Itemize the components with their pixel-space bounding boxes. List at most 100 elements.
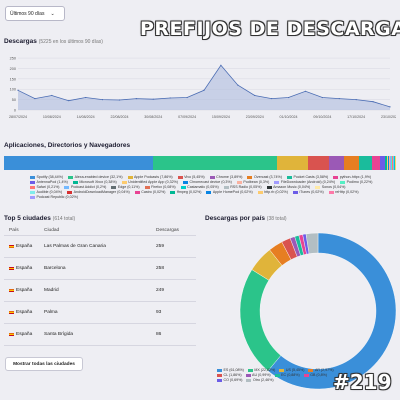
data-point[interactable] — [321, 96, 323, 99]
apps-legend: Spotify (38,44%) Alexa-enabled device (32… — [30, 175, 375, 199]
header-city[interactable]: Ciudad — [44, 228, 60, 233]
bar-segment[interactable] — [386, 156, 388, 170]
legend-item[interactable]: ffmpeg (0,02%) — [170, 190, 201, 194]
data-point[interactable] — [220, 64, 222, 66]
legend-item[interactable]: ES (61,08%) — [217, 368, 244, 372]
bar-segment[interactable] — [392, 156, 393, 170]
bar-segment[interactable] — [307, 156, 330, 170]
legend-item[interactable]: GB (0,8%) — [303, 373, 327, 377]
bar-segment[interactable] — [390, 156, 392, 170]
legend-item[interactable]: Castro (0,02%) — [134, 190, 165, 194]
legend-item[interactable]: Podcast Addict (0,2%) — [64, 185, 106, 189]
legend-item[interactable]: AU (0,99%) — [245, 373, 271, 377]
date-range-select[interactable]: Últimos 90 días ⌄ — [5, 6, 65, 21]
bar-segment[interactable] — [372, 156, 380, 170]
legend-item[interactable]: US (5,45%) — [279, 368, 304, 372]
legend-item[interactable]: Pocket Casts (3,58%) — [286, 175, 328, 179]
legend-item[interactable]: RSS Radio (0,05%) — [223, 185, 262, 189]
bar-segment[interactable] — [391, 156, 393, 170]
donut-slice[interactable] — [239, 269, 282, 372]
data-point[interactable] — [85, 96, 87, 99]
legend-item[interactable]: Chrome (3,89%) — [209, 175, 242, 179]
legend-item[interactable]: reHttp (0,02%) — [328, 190, 359, 194]
legend-label: GB (0,8%) — [310, 373, 327, 377]
legend-item[interactable]: Apple HomePod (0,02%) — [206, 190, 253, 194]
data-point[interactable] — [152, 98, 154, 100]
data-point[interactable] — [34, 97, 36, 100]
legend-label: Spotify (38,44%) — [36, 175, 64, 179]
legend-item[interactable]: Safari (0,21%) — [30, 185, 59, 189]
bar-segment[interactable] — [329, 156, 345, 170]
legend-item[interactable]: Chromecast device (0,3%) — [182, 180, 232, 184]
legend-item[interactable]: CO (0,69%) — [217, 378, 242, 382]
legend-item[interactable]: Podcast Republic (0,02%) — [30, 195, 78, 199]
legend-item[interactable]: Edge (0,11%) — [111, 185, 140, 189]
data-point[interactable] — [237, 84, 239, 86]
legend-item[interactable]: Spotify (38,44%) — [30, 175, 63, 179]
row-downloads: 93 — [156, 310, 162, 315]
bar-segment[interactable] — [387, 156, 390, 170]
legend-item[interactable]: python-httpx (1,9%) — [333, 175, 371, 179]
data-point[interactable] — [135, 97, 137, 100]
data-point[interactable] — [169, 97, 171, 99]
legend-item[interactable]: Sonos (0,04%) — [315, 185, 346, 189]
legend-item[interactable]: http.rb (0,02%) — [257, 190, 288, 194]
bar-segment[interactable] — [277, 156, 308, 170]
bar-segment[interactable] — [153, 156, 278, 170]
legend-item[interactable]: Microsoft Xbox (0,38%) — [72, 180, 117, 184]
header-downloads[interactable]: Descargas — [156, 228, 179, 233]
legend-item[interactable]: Podimo (0,22%) — [340, 180, 372, 184]
bar-segment[interactable] — [4, 156, 154, 170]
legend-item[interactable]: CL (1,86%) — [217, 373, 242, 377]
data-point[interactable] — [101, 99, 104, 101]
data-point[interactable] — [287, 96, 290, 99]
legend-item[interactable]: Otro (2,46%) — [246, 378, 274, 382]
show-all-cities-button[interactable]: Mostrar todas las ciudades — [5, 357, 83, 371]
legend-item[interactable]: Audible (0,04%) — [30, 190, 62, 194]
legend-item[interactable]: Vivo (5,45%) — [177, 175, 205, 179]
legend-item[interactable]: Amazon Music (0,04%) — [266, 185, 310, 189]
legend-item[interactable]: FileDownloader (Android) (0,24%) — [274, 180, 335, 184]
legend-item[interactable]: AntennaPod (1,4%) — [30, 180, 68, 184]
data-point[interactable] — [203, 89, 205, 91]
data-point[interactable] — [304, 90, 307, 92]
data-point[interactable] — [338, 97, 340, 100]
downloads-heading: Descargas (5225 en los últimos 90 días) — [4, 38, 396, 45]
data-point[interactable] — [271, 97, 273, 100]
bar-segment[interactable] — [392, 156, 394, 170]
legend-item[interactable]: AR (2,97%) — [308, 368, 334, 372]
legend-item[interactable]: Alexa-enabled device (32,1%) — [68, 175, 123, 179]
data-point[interactable] — [68, 100, 70, 102]
header-country[interactable]: País — [9, 228, 19, 233]
legend-item[interactable]: AndroidDownloadManager (0,04%) — [67, 190, 130, 194]
legend-item[interactable]: Firefox (0,08%) — [144, 185, 176, 189]
legend-item[interactable]: EC (0,88%) — [274, 373, 300, 377]
data-point[interactable] — [186, 96, 188, 99]
bar-segment[interactable] — [385, 156, 387, 170]
bar-segment[interactable] — [379, 156, 386, 170]
legend-item[interactable]: iTunes (0,02%) — [292, 190, 324, 194]
legend-item[interactable]: Unidentified Apple App (0,32%) — [121, 180, 178, 184]
legend-label: Firefox (0,08%) — [151, 185, 176, 189]
bar-segment[interactable] — [344, 156, 359, 170]
data-point[interactable] — [254, 94, 256, 97]
bar-segment[interactable] — [358, 156, 373, 170]
legend-item[interactable]: Castamatic (0,05%) — [180, 185, 219, 189]
data-point[interactable] — [355, 99, 357, 101]
donut-slice[interactable] — [305, 232, 319, 254]
donut-slice[interactable] — [267, 232, 397, 390]
bar-segment[interactable] — [389, 156, 391, 170]
data-point[interactable] — [118, 99, 121, 101]
legend-item[interactable]: Podbean (0,3%) — [236, 180, 269, 184]
legend-item[interactable]: Overcast (3,74%) — [247, 175, 282, 179]
data-point[interactable] — [51, 94, 53, 97]
legend-swatch — [223, 185, 229, 189]
cities-subtitle: (614 total) — [52, 216, 76, 222]
data-point[interactable] — [372, 101, 374, 103]
legend-swatch — [292, 190, 298, 194]
legend-item[interactable]: MX (22,82%) — [247, 368, 275, 372]
spain-flag-icon — [9, 266, 14, 271]
data-point[interactable] — [17, 89, 19, 91]
legend-item[interactable]: Apple Podcasts (7,86%) — [127, 175, 173, 179]
data-point[interactable] — [389, 106, 391, 108]
